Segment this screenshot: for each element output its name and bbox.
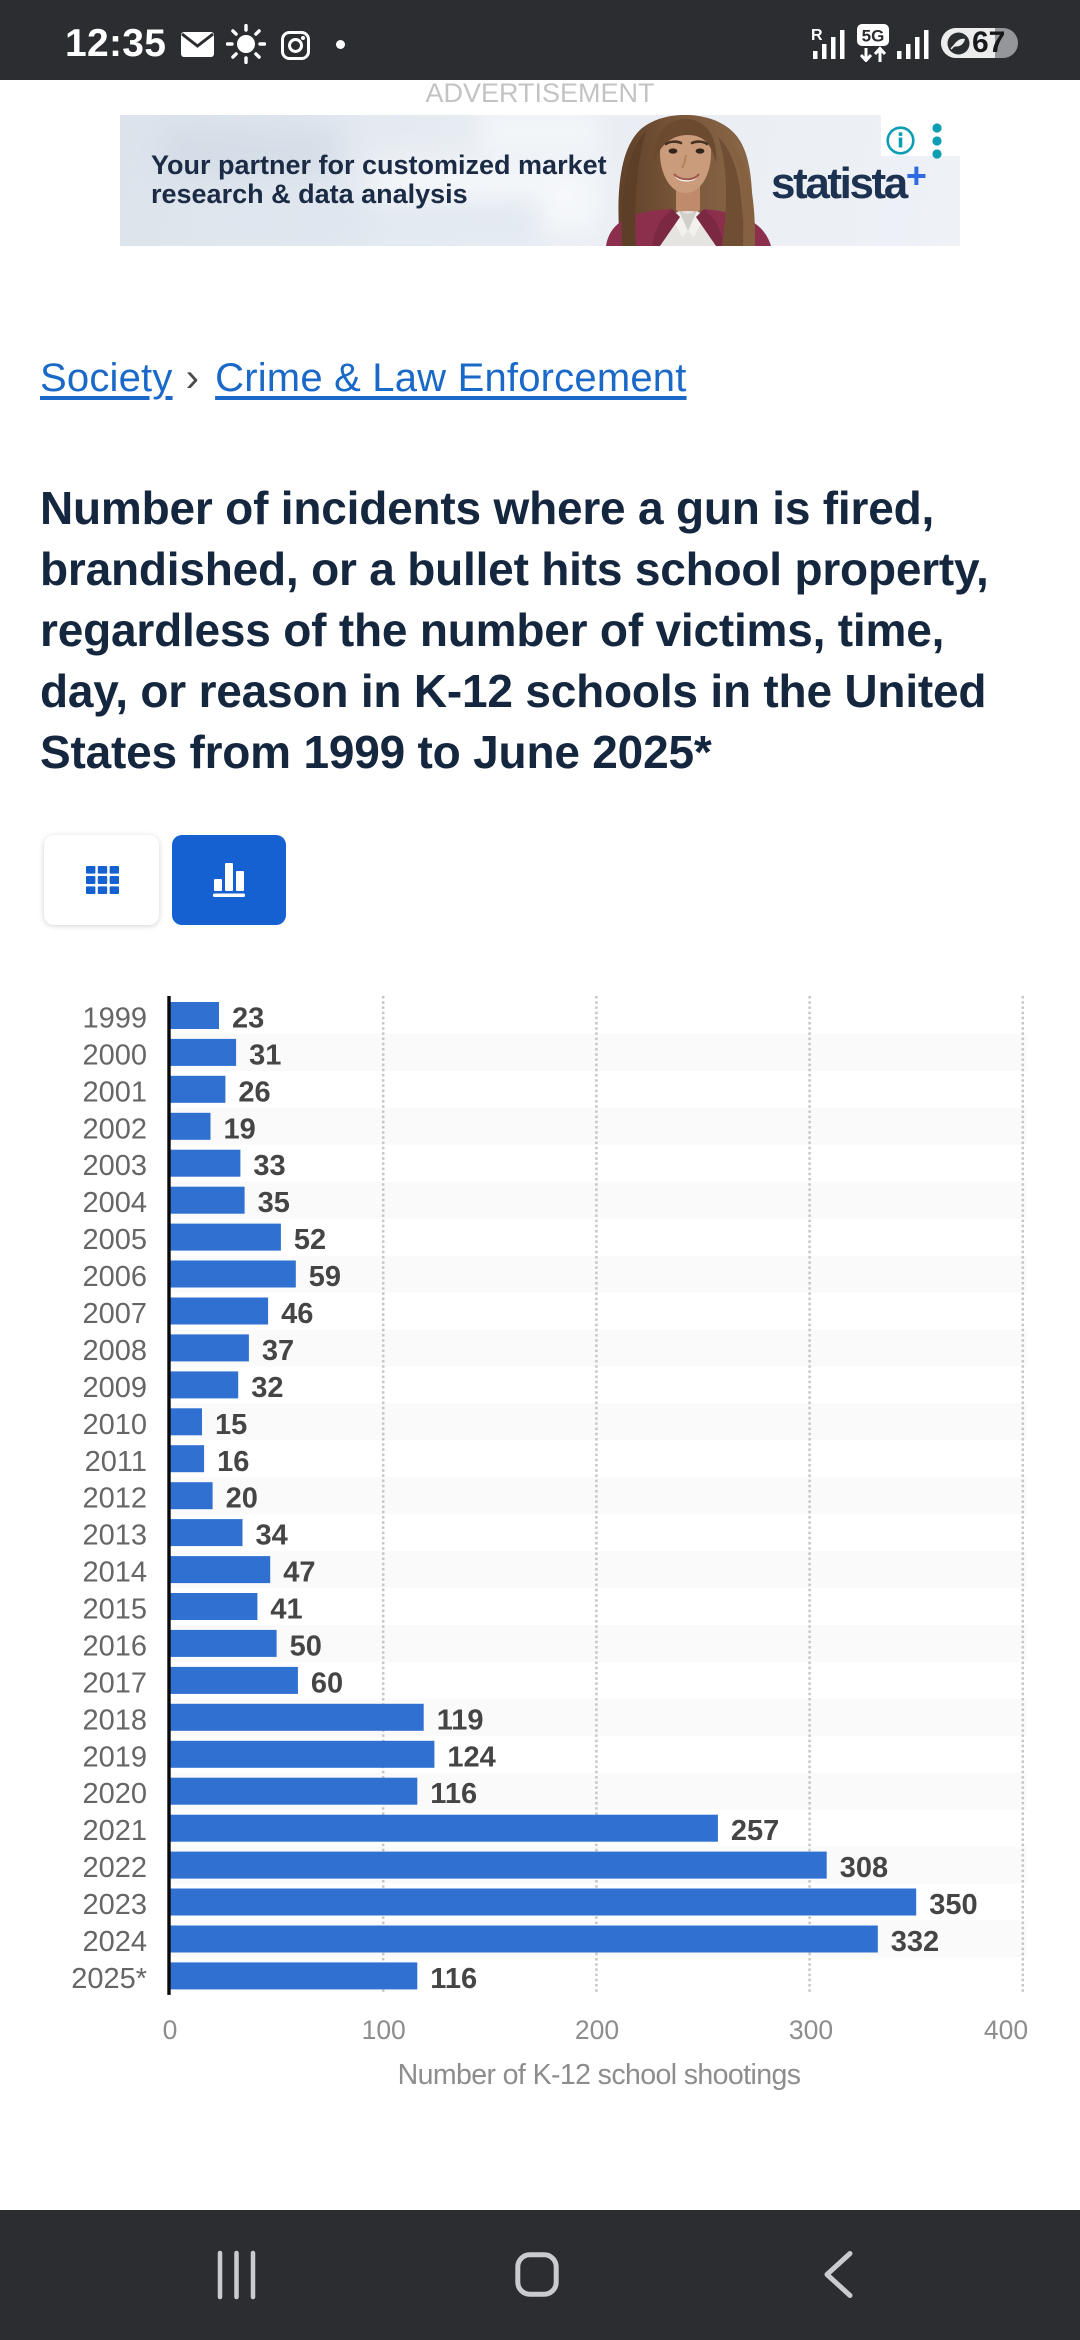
svg-text:2013: 2013 [82,1520,147,1552]
svg-text:2012: 2012 [82,1483,147,1515]
svg-text:2009: 2009 [82,1372,147,1404]
svg-text:32: 32 [251,1372,283,1404]
svg-text:2002: 2002 [82,1113,147,1145]
svg-text:119: 119 [437,1704,484,1736]
svg-text:2017: 2017 [82,1667,147,1699]
svg-text:116: 116 [430,1778,477,1810]
svg-text:60: 60 [311,1667,343,1699]
svg-text:2018: 2018 [82,1704,147,1736]
svg-text:0: 0 [163,2015,178,2045]
svg-text:2025*: 2025* [71,1963,147,1995]
svg-text:124: 124 [447,1741,495,1773]
svg-text:2021: 2021 [82,1815,147,1847]
svg-text:200: 200 [575,2015,619,2045]
svg-text:1999: 1999 [82,1003,147,1035]
svg-text:2005: 2005 [82,1224,147,1256]
svg-text:2001: 2001 [82,1076,147,1108]
svg-text:2020: 2020 [82,1778,147,1810]
svg-text:2023: 2023 [82,1889,147,1921]
svg-text:37: 37 [262,1335,294,1367]
svg-text:2010: 2010 [82,1409,147,1441]
svg-text:400: 400 [984,2015,1028,2045]
svg-text:35: 35 [258,1187,290,1219]
svg-text:16: 16 [217,1446,249,1478]
svg-text:2022: 2022 [82,1852,147,1884]
svg-text:52: 52 [294,1224,326,1256]
svg-text:2004: 2004 [82,1187,147,1219]
svg-text:33: 33 [253,1150,285,1182]
svg-text:2015: 2015 [82,1594,147,1626]
svg-text:41: 41 [270,1594,302,1626]
svg-text:2006: 2006 [82,1261,147,1293]
svg-text:19: 19 [224,1113,256,1145]
svg-text:R: R [811,27,823,44]
svg-text:2016: 2016 [82,1630,147,1662]
svg-text:15: 15 [215,1409,247,1441]
svg-text:332: 332 [891,1926,939,1958]
svg-text:2011: 2011 [85,1446,147,1478]
svg-text:Number of K-12 school shooting: Number of K-12 school shootings [398,2059,801,2091]
svg-text:2000: 2000 [82,1039,147,1071]
svg-text:2007: 2007 [82,1298,147,1330]
svg-text:31: 31 [249,1039,281,1071]
svg-text:2024: 2024 [82,1926,147,1958]
svg-text:257: 257 [731,1815,779,1847]
svg-text:2003: 2003 [82,1150,147,1182]
svg-text:2014: 2014 [82,1557,147,1589]
svg-text:34: 34 [256,1520,288,1552]
svg-text:47: 47 [283,1557,315,1589]
svg-text:59: 59 [309,1261,341,1293]
svg-text:100: 100 [362,2015,406,2045]
svg-text:2019: 2019 [82,1741,147,1773]
svg-text:5G: 5G [862,27,885,46]
svg-text:26: 26 [238,1076,270,1108]
svg-text:300: 300 [789,2015,833,2045]
svg-text:2008: 2008 [82,1335,147,1367]
svg-text:20: 20 [226,1483,258,1515]
svg-text:50: 50 [290,1630,322,1662]
svg-text:308: 308 [840,1852,888,1884]
svg-text:116: 116 [430,1963,477,1995]
svg-text:23: 23 [232,1003,264,1035]
svg-text:46: 46 [281,1298,313,1330]
svg-text:350: 350 [929,1889,977,1921]
